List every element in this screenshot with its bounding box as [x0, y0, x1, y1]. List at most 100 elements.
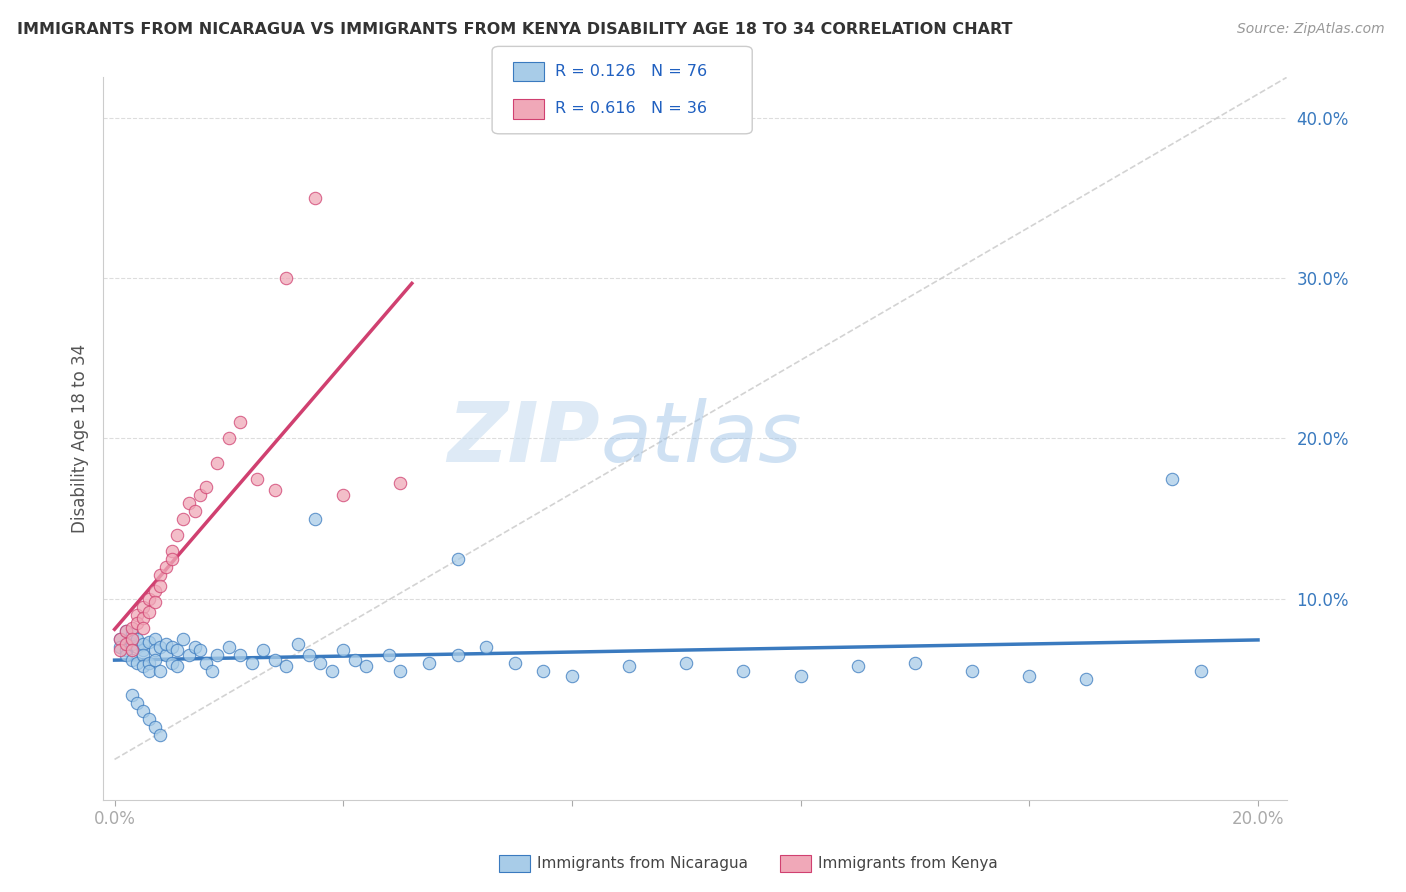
- Point: [166, 643, 188, 657]
- Point: [252, 643, 274, 657]
- Point: [121, 643, 143, 657]
- Point: [1161, 472, 1184, 486]
- Text: IMMIGRANTS FROM NICARAGUA VS IMMIGRANTS FROM KENYA DISABILITY AGE 18 TO 34 CORRE: IMMIGRANTS FROM NICARAGUA VS IMMIGRANTS …: [17, 22, 1012, 37]
- Y-axis label: Disability Age 18 to 34: Disability Age 18 to 34: [72, 344, 89, 533]
- Point: [617, 659, 640, 673]
- Point: [110, 643, 132, 657]
- Point: [789, 669, 811, 683]
- Point: [127, 615, 149, 630]
- Point: [143, 720, 166, 734]
- Point: [132, 659, 155, 673]
- Point: [138, 664, 160, 678]
- Point: [127, 640, 149, 654]
- Point: [138, 591, 160, 606]
- Point: [183, 504, 205, 518]
- Point: [378, 648, 401, 662]
- Point: [229, 416, 252, 430]
- Point: [389, 664, 412, 678]
- Point: [155, 559, 177, 574]
- Point: [115, 624, 138, 638]
- Point: [138, 656, 160, 670]
- Point: [115, 648, 138, 662]
- Text: Immigrants from Kenya: Immigrants from Kenya: [818, 856, 998, 871]
- Point: [172, 512, 194, 526]
- Point: [160, 543, 183, 558]
- Point: [240, 656, 263, 670]
- Point: [127, 607, 149, 622]
- Point: [127, 632, 149, 646]
- Point: [389, 476, 412, 491]
- Point: [177, 648, 200, 662]
- Point: [218, 432, 240, 446]
- Point: [166, 659, 188, 673]
- Point: [138, 712, 160, 726]
- Point: [127, 656, 149, 670]
- Point: [132, 599, 155, 614]
- Point: [309, 656, 332, 670]
- Point: [138, 635, 160, 649]
- Point: [172, 632, 194, 646]
- Point: [263, 653, 285, 667]
- Point: [195, 480, 218, 494]
- Point: [1018, 669, 1040, 683]
- Point: [188, 488, 211, 502]
- Point: [218, 640, 240, 654]
- Point: [121, 688, 143, 702]
- Point: [132, 643, 155, 657]
- Point: [207, 648, 229, 662]
- Point: [246, 472, 269, 486]
- Point: [115, 643, 138, 657]
- Point: [132, 611, 155, 625]
- Point: [143, 595, 166, 609]
- Point: [321, 664, 343, 678]
- Point: [110, 640, 132, 654]
- Point: [1076, 672, 1098, 686]
- Point: [132, 637, 155, 651]
- Point: [475, 640, 498, 654]
- Text: R = 0.126   N = 76: R = 0.126 N = 76: [555, 64, 707, 78]
- Point: [354, 659, 377, 673]
- Point: [287, 637, 309, 651]
- Point: [143, 583, 166, 598]
- Point: [446, 648, 468, 662]
- Point: [127, 696, 149, 710]
- Point: [115, 637, 138, 651]
- Point: [675, 656, 697, 670]
- Text: atlas: atlas: [600, 398, 801, 479]
- Point: [201, 664, 224, 678]
- Point: [446, 551, 468, 566]
- Point: [110, 632, 132, 646]
- Text: Immigrants from Nicaragua: Immigrants from Nicaragua: [537, 856, 748, 871]
- Point: [149, 640, 172, 654]
- Point: [332, 488, 354, 502]
- Point: [132, 648, 155, 662]
- Point: [132, 621, 155, 635]
- Point: [149, 567, 172, 582]
- Point: [121, 653, 143, 667]
- Point: [304, 512, 326, 526]
- Point: [1189, 664, 1212, 678]
- Point: [561, 669, 583, 683]
- Point: [155, 637, 177, 651]
- Point: [188, 643, 211, 657]
- Point: [846, 659, 869, 673]
- Point: [155, 648, 177, 662]
- Point: [229, 648, 252, 662]
- Point: [143, 653, 166, 667]
- Point: [531, 664, 554, 678]
- Point: [304, 191, 326, 205]
- Point: [121, 627, 143, 641]
- Point: [121, 637, 143, 651]
- Point: [121, 621, 143, 635]
- Point: [166, 528, 188, 542]
- Point: [177, 496, 200, 510]
- Point: [207, 456, 229, 470]
- Point: [343, 653, 366, 667]
- Text: Source: ZipAtlas.com: Source: ZipAtlas.com: [1237, 22, 1385, 37]
- Point: [733, 664, 755, 678]
- Point: [503, 656, 526, 670]
- Point: [143, 643, 166, 657]
- Point: [160, 640, 183, 654]
- Point: [418, 656, 440, 670]
- Point: [121, 632, 143, 646]
